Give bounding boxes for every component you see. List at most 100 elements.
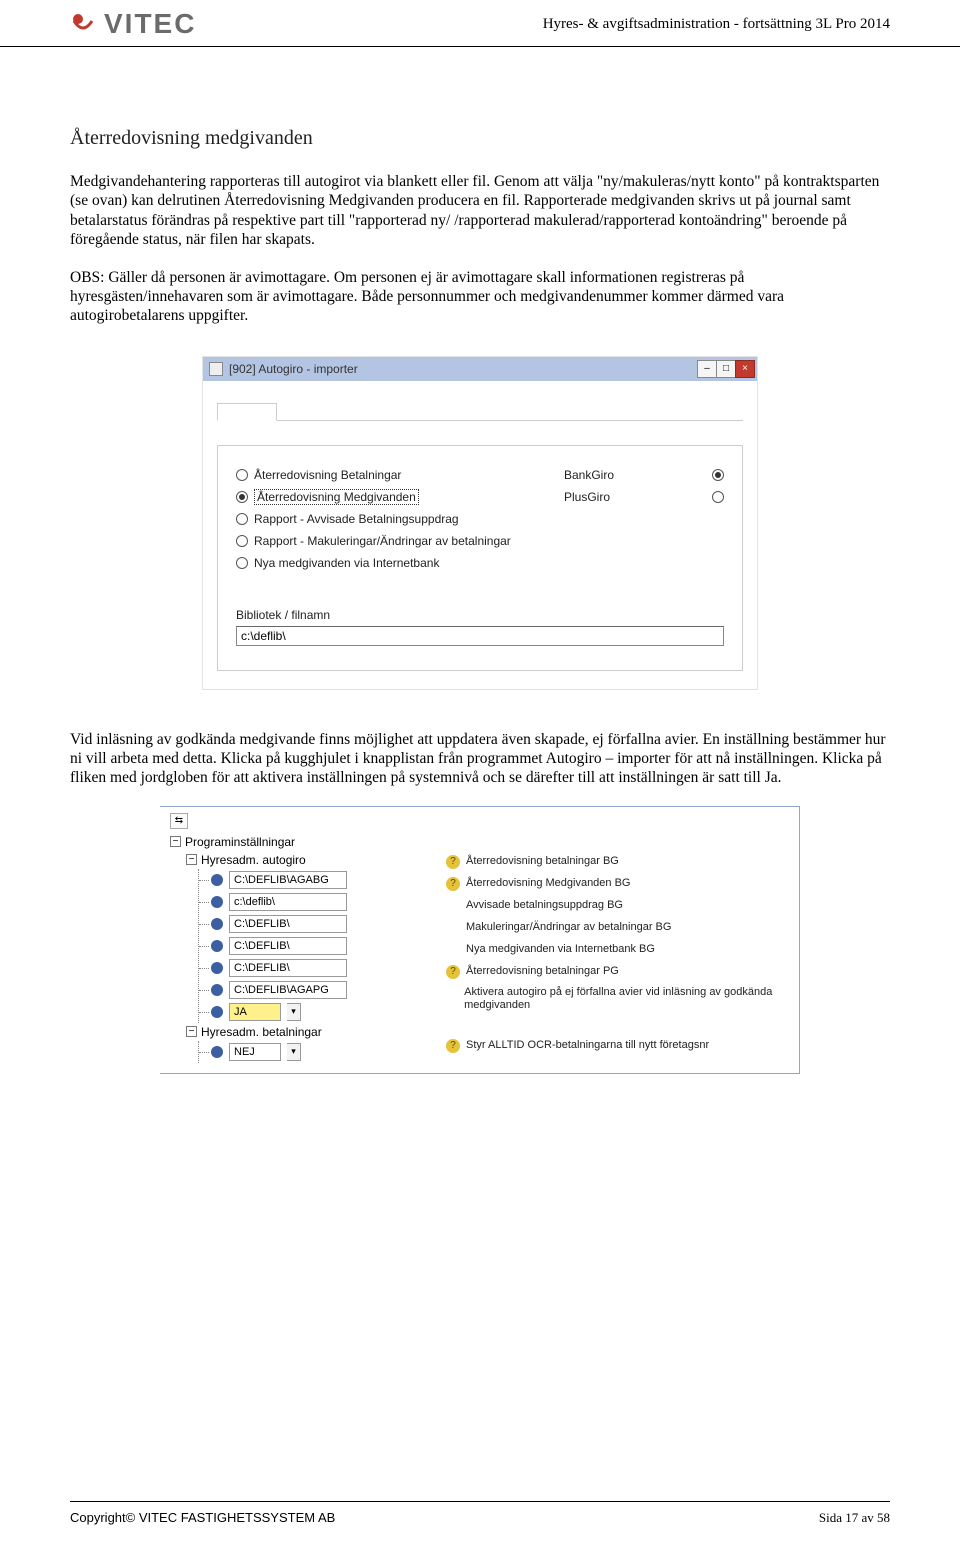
setting-desc-row: ? Återredovisning betalningar PG	[446, 961, 791, 983]
chevron-down-icon[interactable]: ▾	[287, 1003, 301, 1021]
paragraph-2: OBS: Gäller då personen är avimottagare.…	[70, 268, 890, 326]
radio-label: PlusGiro	[564, 490, 610, 504]
setting-desc: Aktivera autogiro på ej förfallna avier …	[464, 986, 791, 1012]
leaf-value[interactable]: c:\deflib\	[229, 893, 347, 911]
leaf-value[interactable]: C:\DEFLIB\AGABG	[229, 871, 347, 889]
minimize-button[interactable]: –	[697, 360, 717, 378]
radio-icon[interactable]	[712, 491, 724, 503]
tree-leaves-group1: C:\DEFLIB\AGABG c:\deflib\ C:\DEFLIB\	[198, 869, 430, 1023]
close-button[interactable]: ×	[735, 360, 755, 378]
tree-collapse-icon[interactable]: −	[186, 854, 197, 865]
globe-icon	[211, 1046, 223, 1058]
radio-icon[interactable]	[712, 469, 724, 481]
dialog-settings: ⇆ − Programinställningar − Hyresadm. aut…	[160, 806, 800, 1074]
print-icon[interactable]	[209, 362, 223, 376]
setting-desc: Makuleringar/Ändringar av betalningar BG	[466, 921, 671, 934]
globe-icon	[211, 918, 223, 930]
dialog-autogiro-importer: [902] Autogiro - importer – □ ×	[202, 356, 758, 690]
setting-desc-row: Nya medgivanden via Internetbank BG	[446, 939, 791, 961]
footer-page-number: Sida 17 av 58	[819, 1510, 890, 1526]
section-title: Återredovisning medgivanden	[70, 127, 890, 150]
tree-collapse-icon[interactable]: −	[170, 836, 181, 847]
maximize-button[interactable]: □	[716, 360, 736, 378]
dialog1-titlebar: [902] Autogiro - importer – □ ×	[203, 357, 757, 381]
globe-icon	[211, 1006, 223, 1018]
radio-row[interactable]: Rapport - Makuleringar/Ändringar av beta…	[236, 530, 524, 552]
radio-icon[interactable]	[236, 513, 248, 525]
tree-tool-icon[interactable]: ⇆	[170, 813, 188, 829]
logo: VITEC	[70, 8, 196, 40]
radio-row[interactable]: PlusGiro	[564, 486, 724, 508]
globe-icon	[211, 962, 223, 974]
tree-group-label: Hyresadm. autogiro	[201, 853, 306, 867]
dialog-settings-wrap: ⇆ − Programinställningar − Hyresadm. aut…	[70, 806, 890, 1074]
chevron-down-icon[interactable]: ▾	[287, 1043, 301, 1061]
radio-row[interactable]: Rapport - Avvisade Betalningsuppdrag	[236, 508, 524, 530]
tree-leaf[interactable]: C:\DEFLIB\	[199, 957, 430, 979]
leaf-value[interactable]: C:\DEFLIB\	[229, 937, 347, 955]
setting-desc-row: ? Styr ALLTID OCR-betalningarna till nyt…	[446, 1035, 791, 1057]
tree-collapse-icon[interactable]: −	[186, 1026, 197, 1037]
leaf-value[interactable]: C:\DEFLIB\	[229, 915, 347, 933]
tree-leaves-group2: NEJ ▾	[198, 1041, 430, 1063]
radio-row[interactable]: Återredovisning Medgivanden	[236, 486, 524, 508]
globe-icon	[211, 940, 223, 952]
globe-icon	[211, 984, 223, 996]
radio-icon[interactable]	[236, 535, 248, 547]
dialog1-right-radios: BankGiro PlusGiro	[564, 464, 724, 574]
radio-label: Återredovisning Medgivanden	[254, 489, 419, 505]
help-icon[interactable]: ?	[446, 965, 460, 979]
radio-label: BankGiro	[564, 468, 614, 482]
setting-desc: Återredovisning betalningar BG	[466, 855, 619, 868]
tree-leaf[interactable]: c:\deflib\	[199, 891, 430, 913]
setting-desc: Återredovisning Medgivanden BG	[466, 877, 630, 890]
setting-desc: Styr ALLTID OCR-betalningarna till nytt …	[466, 1039, 709, 1052]
leaf-value[interactable]: JA	[229, 1003, 281, 1021]
help-icon[interactable]: ?	[446, 877, 460, 891]
dialog1-tab[interactable]	[217, 403, 277, 421]
settings-tree: ⇆ − Programinställningar − Hyresadm. aut…	[170, 813, 430, 1063]
tree-leaf[interactable]: C:\DEFLIB\	[199, 913, 430, 935]
paragraph-3: Vid inläsning av godkända medgivande fin…	[70, 730, 890, 788]
tree-leaf[interactable]: C:\DEFLIB\AGAPG	[199, 979, 430, 1001]
footer-copyright: Copyright© VITEC FASTIGHETSSYSTEM AB	[70, 1510, 335, 1526]
radio-icon[interactable]	[236, 491, 248, 503]
dialog-autogiro-importer-wrap: [902] Autogiro - importer – □ ×	[70, 356, 890, 690]
radio-label: Återredovisning Betalningar	[254, 468, 401, 482]
dialog1-left-radios: Återredovisning Betalningar Återredovisn…	[236, 464, 524, 574]
settings-descriptions: ? Återredovisning betalningar BG ? Återr…	[446, 813, 791, 1063]
tree-leaf[interactable]: C:\DEFLIB\AGABG	[199, 869, 430, 891]
tree-leaf[interactable]: NEJ ▾	[199, 1041, 430, 1063]
radio-row[interactable]: Återredovisning Betalningar	[236, 464, 524, 486]
dialog1-tabrow	[217, 395, 743, 421]
leaf-value[interactable]: NEJ	[229, 1043, 281, 1061]
page-footer: Copyright© VITEC FASTIGHETSSYSTEM AB Sid…	[70, 1501, 890, 1526]
setting-desc-row: Makuleringar/Ändringar av betalningar BG	[446, 917, 791, 939]
lib-path-input[interactable]	[236, 626, 724, 646]
tree-group-label: Hyresadm. betalningar	[201, 1025, 322, 1039]
help-icon[interactable]: ?	[446, 855, 460, 869]
dialog1-title: [902] Autogiro - importer	[229, 362, 358, 376]
page-header: VITEC Hyres- & avgiftsadministration - f…	[0, 0, 960, 47]
globe-icon	[211, 896, 223, 908]
radio-row[interactable]: BankGiro	[564, 464, 724, 486]
setting-desc: Nya medgivanden via Internetbank BG	[466, 943, 655, 956]
logo-text: VITEC	[104, 8, 196, 40]
leaf-value[interactable]: C:\DEFLIB\AGAPG	[229, 981, 347, 999]
radio-label: Nya medgivanden via Internetbank	[254, 556, 439, 570]
paragraph-1: Medgivandehantering rapporteras till aut…	[70, 172, 890, 250]
leaf-value[interactable]: C:\DEFLIB\	[229, 959, 347, 977]
setting-desc: Avvisade betalningsuppdrag BG	[466, 899, 623, 912]
setting-desc-row: ? Återredovisning Medgivanden BG	[446, 873, 791, 895]
setting-desc-row: Aktivera autogiro på ej förfallna avier …	[446, 983, 791, 1017]
radio-icon[interactable]	[236, 557, 248, 569]
tree-leaf[interactable]: C:\DEFLIB\	[199, 935, 430, 957]
tree-root-label: Programinställningar	[185, 835, 295, 849]
radio-row[interactable]: Nya medgivanden via Internetbank	[236, 552, 524, 574]
setting-desc: Återredovisning betalningar PG	[466, 965, 619, 978]
lib-label: Bibliotek / filnamn	[236, 608, 724, 622]
tree-leaf[interactable]: JA ▾	[199, 1001, 430, 1023]
help-icon[interactable]: ?	[446, 1039, 460, 1053]
header-doc-title: Hyres- & avgiftsadministration - fortsät…	[543, 16, 890, 33]
radio-icon[interactable]	[236, 469, 248, 481]
